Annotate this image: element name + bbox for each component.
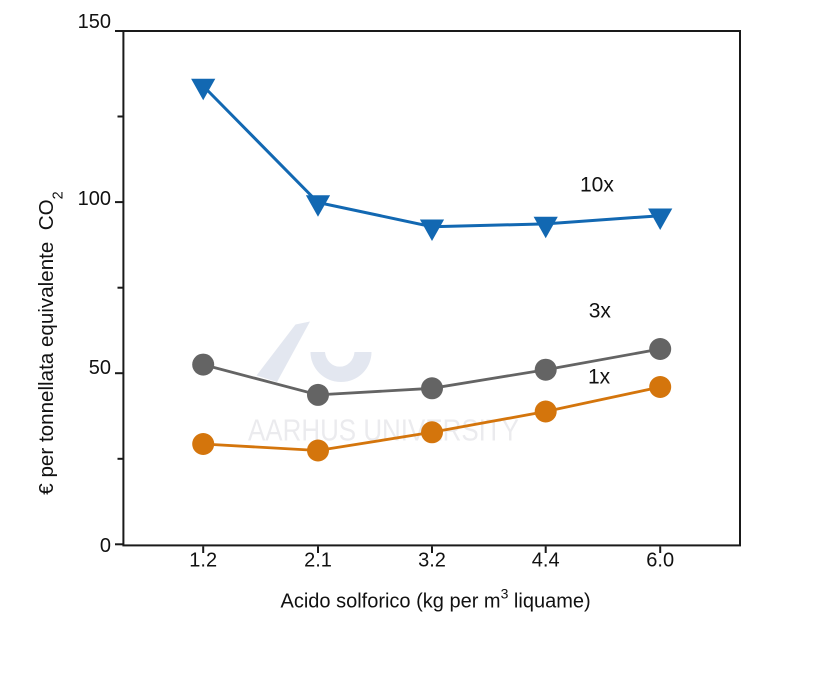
svg-text:10x: 10x bbox=[580, 174, 614, 197]
svg-text:AARHUS UNIVERSITY: AARHUS UNIVERSITY bbox=[248, 414, 519, 448]
svg-text:4.4: 4.4 bbox=[532, 550, 560, 572]
svg-text:6.0: 6.0 bbox=[646, 550, 674, 572]
svg-text:1x: 1x bbox=[588, 366, 611, 389]
svg-text:2.1: 2.1 bbox=[304, 550, 332, 572]
svg-text:0: 0 bbox=[100, 535, 111, 557]
svg-text:100: 100 bbox=[78, 188, 111, 210]
svg-text:50: 50 bbox=[89, 357, 111, 379]
svg-text:150: 150 bbox=[78, 11, 111, 33]
svg-text:3.2: 3.2 bbox=[418, 550, 446, 572]
svg-text:3x: 3x bbox=[589, 299, 612, 322]
svg-text:Acido solforico (kg per m3 liq: Acido solforico (kg per m3 liquame) bbox=[281, 586, 591, 613]
svg-text:1.2: 1.2 bbox=[189, 550, 217, 572]
